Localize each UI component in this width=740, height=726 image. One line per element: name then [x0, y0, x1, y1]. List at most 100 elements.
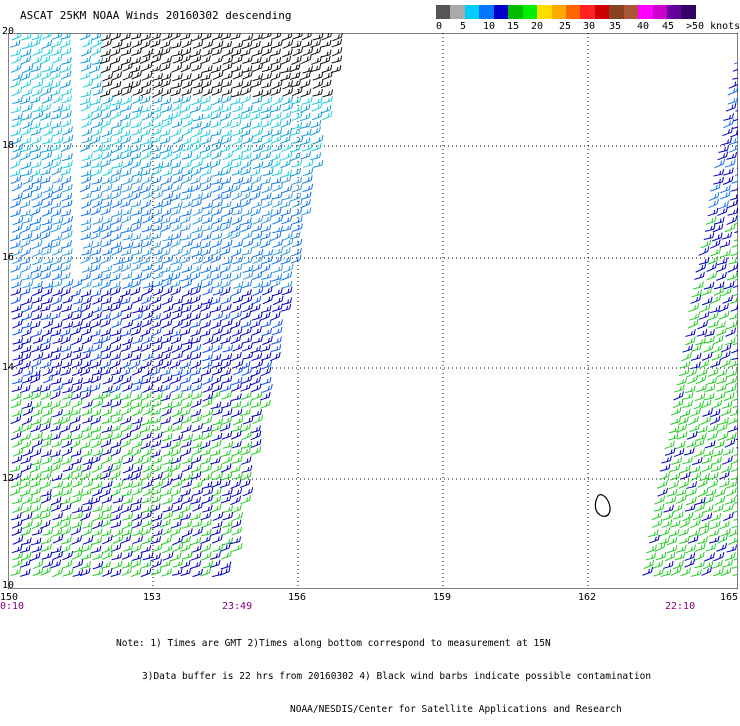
wind-barb	[213, 287, 223, 295]
wind-barb	[201, 136, 211, 144]
wind-barb	[52, 153, 62, 161]
wind-barb	[182, 265, 192, 273]
wind-barb	[203, 40, 213, 48]
wind-barb	[726, 328, 736, 337]
wind-barb	[291, 168, 301, 176]
wind-barb	[163, 328, 173, 335]
wind-barb	[10, 40, 20, 48]
wind-barb	[112, 184, 122, 191]
wind-barb	[93, 399, 103, 408]
wind-barb	[141, 209, 151, 217]
colorbar-swatch	[667, 5, 681, 19]
wind-barb	[32, 281, 42, 288]
wind-barb	[262, 47, 272, 56]
colorbar-label: 15	[507, 21, 519, 32]
wind-barb	[52, 321, 62, 328]
wind-barb	[41, 71, 51, 80]
wind-barb	[102, 417, 112, 424]
wind-barb	[233, 416, 243, 425]
wind-barb	[301, 129, 311, 136]
wind-barb	[173, 305, 183, 313]
wind-barb	[193, 87, 203, 95]
wind-barb	[12, 113, 22, 120]
wind-barb	[151, 424, 161, 431]
colorbar-label: 5	[460, 21, 466, 32]
wind-barb	[282, 49, 292, 57]
wind-barb	[132, 520, 142, 528]
wind-barb	[52, 280, 62, 287]
wind-barb	[712, 560, 722, 568]
wind-barb	[706, 377, 716, 384]
wind-barb	[151, 416, 161, 423]
wind-barb	[40, 272, 50, 280]
wind-barb	[689, 312, 699, 320]
wind-barb	[150, 136, 160, 143]
wind-barb	[120, 33, 130, 41]
wind-barb	[203, 287, 213, 295]
wind-barb	[132, 312, 142, 320]
wind-barb	[734, 513, 738, 520]
wind-barb	[161, 336, 171, 344]
wind-barb	[51, 192, 61, 199]
wind-barb	[63, 386, 73, 393]
wind-barb	[232, 543, 242, 551]
wind-barb	[121, 400, 131, 408]
wind-barb	[162, 33, 172, 40]
wind-barb	[250, 191, 260, 200]
colorbar-swatch	[436, 5, 450, 19]
wind-barb	[100, 103, 110, 111]
wind-barb	[699, 311, 709, 319]
wind-barb	[261, 193, 271, 200]
wind-barb	[202, 104, 212, 111]
wind-barb	[91, 433, 101, 440]
wind-barb	[210, 449, 220, 456]
wind-barb	[62, 126, 72, 135]
wind-barb	[152, 343, 162, 352]
wind-barb	[251, 376, 261, 385]
wind-barb	[715, 496, 725, 505]
wind-barb	[72, 384, 82, 393]
wind-barb	[142, 536, 152, 544]
wind-barb	[292, 177, 302, 185]
wind-barb	[111, 440, 121, 448]
wind-barb	[21, 528, 31, 535]
wind-barb	[242, 465, 252, 472]
wind-barb	[727, 152, 737, 159]
wind-barb	[181, 209, 191, 216]
wind-barb	[652, 519, 662, 527]
wind-barb	[223, 231, 233, 240]
wind-barb	[52, 128, 62, 136]
wind-map	[8, 33, 738, 589]
wind-barb	[251, 57, 261, 64]
wind-barb	[112, 553, 122, 560]
wind-barb	[213, 512, 223, 521]
wind-barb	[181, 425, 191, 433]
wind-barb	[213, 80, 223, 88]
wind-barb	[731, 248, 738, 256]
wind-barb	[173, 144, 183, 153]
wind-barb	[728, 86, 738, 95]
wind-barb	[691, 569, 701, 576]
wind-barb	[151, 176, 161, 184]
wind-barb	[151, 241, 161, 248]
wind-barb	[41, 449, 51, 456]
wind-barb	[133, 456, 143, 464]
wind-barb	[51, 112, 61, 119]
wind-barb	[190, 295, 200, 304]
wind-barb	[132, 136, 142, 143]
wind-barb	[222, 431, 232, 439]
wind-barb	[261, 352, 271, 360]
wind-barb	[232, 343, 242, 352]
wind-barb	[50, 312, 60, 319]
wind-barb	[43, 560, 53, 568]
wind-barb	[203, 384, 213, 392]
wind-barb	[211, 129, 221, 136]
wind-barb	[261, 377, 271, 385]
wind-barb	[160, 368, 170, 375]
wind-barb	[211, 247, 221, 256]
wind-barb	[102, 129, 112, 137]
wind-barb	[232, 264, 242, 271]
wind-barb	[262, 64, 272, 71]
wind-barb	[673, 560, 683, 568]
wind-barb	[221, 400, 231, 408]
